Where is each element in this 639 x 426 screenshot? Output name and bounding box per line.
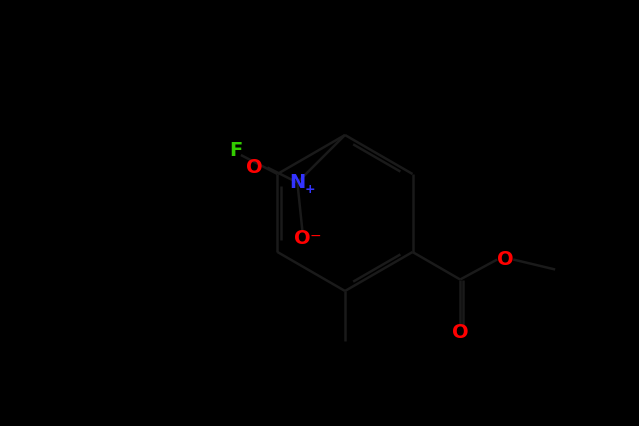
Text: O: O — [246, 158, 263, 177]
Text: O: O — [497, 250, 514, 269]
Text: O: O — [294, 229, 311, 248]
Text: +: + — [305, 183, 316, 196]
Text: O: O — [452, 323, 468, 342]
Text: F: F — [229, 141, 243, 159]
Text: −: − — [309, 228, 321, 242]
Text: N: N — [289, 173, 305, 192]
